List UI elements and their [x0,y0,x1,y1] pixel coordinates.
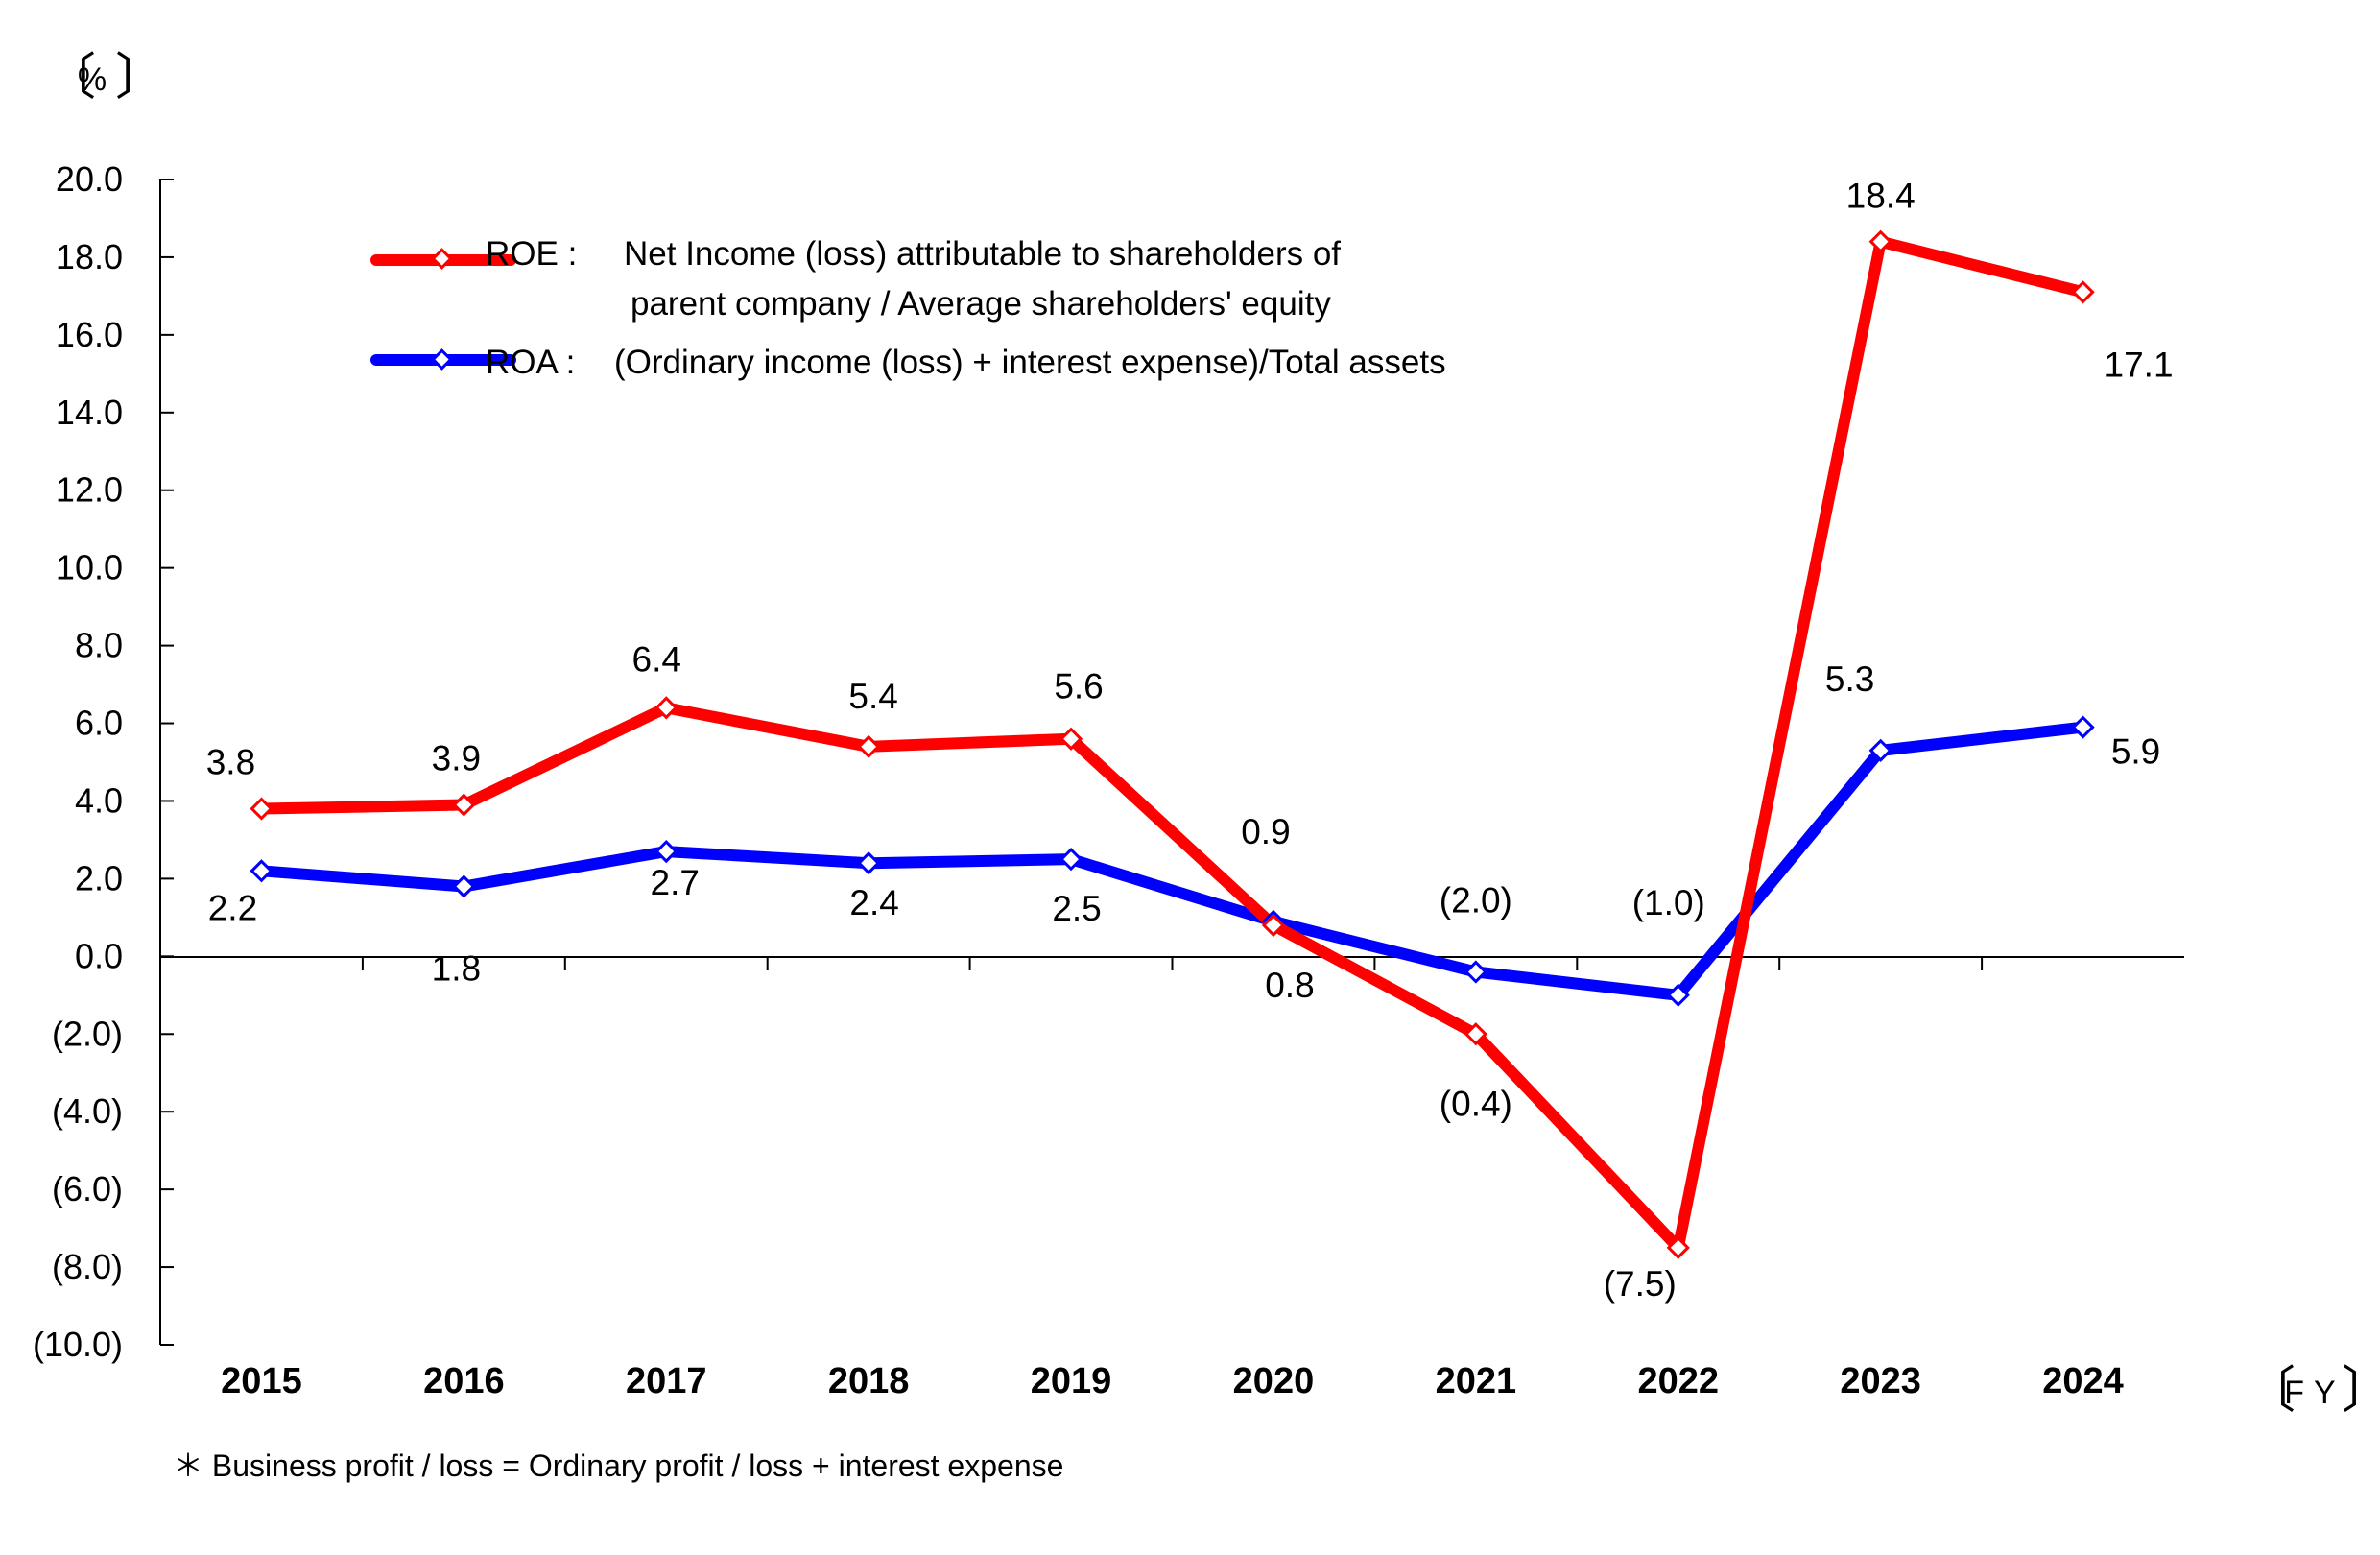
y-tick-label: (2.0) [52,1014,123,1053]
data-label: 2.5 [1052,889,1101,928]
x-tick-label: 2022 [1637,1361,1719,1401]
data-label: 5.9 [2111,732,2160,772]
x-tick-label: 2019 [1031,1361,1112,1401]
legend-roa-desc: (Ordinary income (loss) + interest expen… [614,344,1446,381]
data-point [2071,280,2095,304]
legend: ROE : Net Income (loss) attributable to … [370,235,1446,381]
y-tick-label: (8.0) [52,1247,123,1286]
x-unit-close-bracket: 〕 [2342,1363,2380,1419]
y-tick-label: 18.0 [56,237,123,276]
x-tick-label: 2018 [828,1361,910,1401]
data-point [654,839,678,864]
x-unit-text: FY [2284,1375,2344,1411]
data-point [452,874,476,898]
axes [159,179,2184,1346]
x-tick-label: 2020 [1233,1361,1315,1401]
y-tick-label: 4.0 [75,780,123,820]
legend-roa-marker [431,348,453,371]
y-tick-labels: 20.0 18.0 16.0 14.0 12.0 10.0 8.0 6.0 4.0 2.0 0.0 (… [33,159,123,1364]
y-unit-text: % [78,61,107,98]
data-point [1464,1022,1488,1046]
data-label: 5.6 [1054,667,1103,706]
y-tick-label: 20.0 [56,159,123,199]
y-tick-label: 2.0 [75,858,123,897]
data-point [1666,983,1690,1007]
y-tick-label: 12.0 [56,470,123,510]
y-tick-label: (4.0) [52,1091,123,1131]
data-point [250,859,274,883]
data-label: (0.4) [1440,1084,1512,1123]
data-point [1868,229,1892,253]
data-label: 6.4 [632,639,681,679]
data-point [857,851,881,875]
legend-roe-desc-line1: Net Income (loss) attributable to shareh… [624,235,1341,273]
data-label: 0.8 [1265,966,1314,1005]
series-line-0 [255,235,2089,1254]
y-tick-label: 0.0 [75,936,123,975]
x-tick-label: 2021 [1436,1361,1517,1401]
data-label: (7.5) [1604,1264,1677,1304]
data-label: 18.4 [1846,177,1916,216]
data-point [250,797,274,821]
series-lines [255,235,2089,1254]
series-markers [250,229,2095,1259]
x-tick-label: 2015 [221,1361,302,1401]
y-tick-label: 6.0 [75,704,123,743]
y-tick-label: (10.0) [33,1325,123,1364]
data-point [1059,848,1083,872]
data-label: 5.4 [848,677,897,716]
data-label: 0.9 [1241,812,1290,851]
data-label: (1.0) [1632,883,1705,922]
data-label: 3.8 [206,743,255,782]
data-point [1261,913,1286,938]
series-line-1 [255,721,2089,1001]
y-unit-close-bracket: 〕 [115,50,165,106]
data-point [1666,1235,1690,1259]
data-label: 2.2 [208,888,257,927]
x-unit-label: 〔 FY 〕 [2246,1363,2380,1419]
x-tick-label: 2023 [1840,1361,1921,1401]
data-label: 3.9 [432,739,481,778]
data-point [2071,715,2095,739]
data-labels: 3.8 3.9 6.4 5.4 5.6 0.8 (0.4) (7.5) 18.4 17.1 2.2 1… [206,177,2174,1304]
footnote: ＊ Business profit / loss = Ordinary prof… [173,1448,1063,1483]
legend-roe-marker [431,248,453,270]
x-tick-label: 2017 [626,1361,707,1401]
x-tick-label: 2016 [423,1361,505,1401]
data-label: 1.8 [432,948,481,988]
legend-roe-name: ROE : [486,235,577,273]
x-unit-open-bracket: 〔 [2246,1363,2296,1419]
x-tick-label: 2024 [2042,1361,2124,1401]
data-label: 2.7 [651,863,700,902]
y-tick-label: (6.0) [52,1169,123,1208]
legend-roa-name: ROA : [486,344,575,381]
data-label: 5.3 [1825,659,1874,699]
x-tick-labels: 2015 2016 2017 2018 2019 2020 2021 2022 2023 2024 [221,1361,2124,1401]
y-unit-label: 〔 % 〕 [46,50,165,106]
data-label: (2.0) [1440,881,1512,921]
data-point [1464,960,1488,984]
y-tick-label: 8.0 [75,626,123,665]
data-point [452,793,476,817]
legend-roe-desc-line2: parent company / Average shareholders' e… [631,285,1331,323]
data-label: 17.1 [2105,345,2174,384]
data-point [857,734,881,758]
y-tick-label: 14.0 [56,393,123,432]
data-label: 2.4 [849,883,898,922]
y-tick-label: 16.0 [56,315,123,354]
data-point [1059,727,1083,751]
data-point [654,696,678,720]
data-point [1868,738,1892,762]
y-tick-label: 10.0 [56,548,123,587]
y-unit-open-bracket: 〔 [46,50,96,106]
